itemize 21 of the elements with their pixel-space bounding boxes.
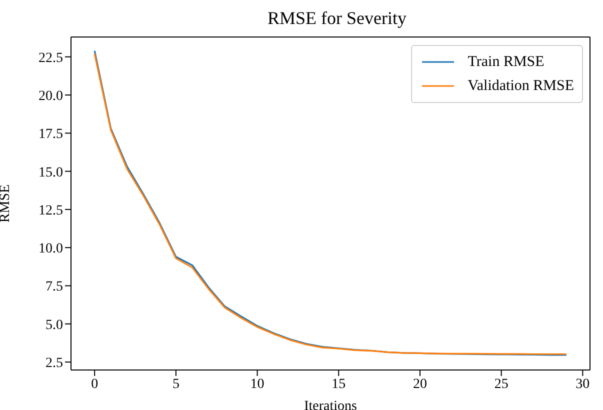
legend-label: Validation RMSE	[468, 77, 574, 96]
y-tick-label: 22.5	[38, 50, 63, 66]
x-tick-label: 20	[412, 376, 427, 392]
y-tick-label: 15.0	[38, 165, 63, 180]
x-axis-title: Iterations	[304, 399, 357, 410]
y-tick-label: 10.0	[38, 242, 63, 257]
x-tick-label: 15	[332, 376, 346, 392]
y-tick-label: 5.0	[46, 318, 63, 333]
y-tick-label: 12.5	[38, 203, 63, 218]
legend-label: Train RMSE	[468, 53, 544, 72]
chart-title: RMSE for Severity	[266, 8, 408, 29]
x-tick-label: 0	[91, 376, 98, 392]
x-tick-label: 10	[250, 376, 264, 392]
y-tick-label: 20.0	[38, 88, 63, 104]
x-tick-label: 25	[494, 376, 508, 392]
y-axis-title: RMSE	[0, 184, 13, 223]
y-tick-label: 7.5	[46, 280, 63, 295]
x-tick-label: 5	[172, 376, 180, 392]
y-tick-label: 2.5	[46, 356, 63, 372]
x-tick-label: 30	[576, 376, 590, 392]
y-tick-label: 17.5	[38, 127, 63, 142]
